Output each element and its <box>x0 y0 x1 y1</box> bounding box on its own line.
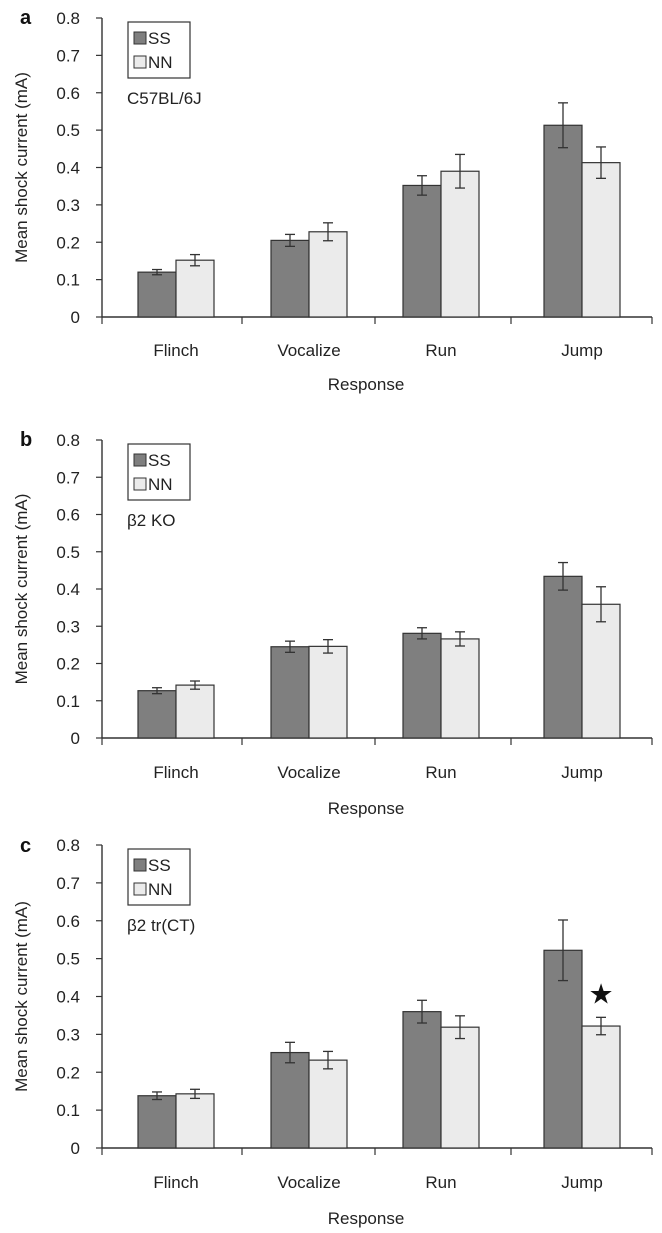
y-tick-label: 0.7 <box>56 468 80 487</box>
strain-label: β2 tr(CT) <box>127 916 195 935</box>
y-axis-title: Mean shock current (mA) <box>12 494 31 685</box>
bar-nn-flinch <box>175 259 215 318</box>
y-tick-label: 0 <box>71 1139 80 1158</box>
y-tick-label: 0 <box>71 729 80 748</box>
strain-label: β2 KO <box>127 511 176 530</box>
panel-letter: c <box>20 835 31 857</box>
legend-swatch-nn <box>133 477 147 491</box>
chart-panel-a: a 0 0.1 0.2 0.3 0.4 0.5 0.6 0.7 0.8 Mean shock cur… <box>12 7 653 394</box>
y-tick-label: 0.2 <box>56 1063 80 1082</box>
y-tick-label: 0.3 <box>56 617 80 636</box>
legend-label: NN <box>148 880 173 899</box>
bar-nn-jump <box>581 162 621 318</box>
legend-swatch-ss <box>133 31 147 45</box>
bar-nn-run <box>440 1026 480 1149</box>
bar-ss-flinch <box>137 1095 177 1149</box>
y-tick-label: 0 <box>71 308 80 327</box>
y-tick-label: 0.6 <box>56 912 80 931</box>
y-tick-label: 0.4 <box>56 988 80 1007</box>
bar-ss-vocalize <box>270 1051 310 1149</box>
y-tick-label: 0.5 <box>56 950 80 969</box>
x-tick-label: Jump <box>561 763 603 782</box>
y-tick-label: 0.3 <box>56 1025 80 1044</box>
y-axis-title: Mean shock current (mA) <box>12 72 31 263</box>
panel-letter: b <box>20 429 32 451</box>
panel-letter: a <box>20 7 32 29</box>
y-tick-label: 0.4 <box>56 159 80 178</box>
x-tick-label: Vocalize <box>277 1173 340 1192</box>
bar-nn-jump <box>581 1025 621 1149</box>
x-axis-title: Response <box>328 375 405 394</box>
legend-swatch-nn <box>133 882 147 896</box>
y-tick-label: 0.8 <box>56 836 80 855</box>
legend-box <box>127 848 191 906</box>
bar-nn-flinch <box>175 684 215 739</box>
y-tick-label: 0.2 <box>56 233 80 252</box>
legend-box <box>127 21 191 79</box>
bar-nn-flinch <box>175 1093 215 1149</box>
bar-nn-run <box>440 638 480 739</box>
bar-nn-vocalize <box>308 1059 348 1149</box>
bar-nn-jump <box>581 603 621 739</box>
x-tick-label: Flinch <box>153 1173 198 1192</box>
bar-ss-run <box>402 632 442 739</box>
y-axis-title: Mean shock current (mA) <box>12 901 31 1092</box>
y-tick-label: 0.3 <box>56 196 80 215</box>
legend-label: SS <box>148 29 171 48</box>
strain-label: C57BL/6J <box>127 89 202 108</box>
bar-ss-vocalize <box>270 239 310 318</box>
x-tick-label: Run <box>425 1173 456 1192</box>
bar-ss-jump <box>543 575 583 739</box>
significance-star: ★ <box>588 978 613 1009</box>
x-tick-label: Flinch <box>153 341 198 360</box>
y-tick-label: 0.5 <box>56 121 80 140</box>
legend-swatch-ss <box>133 453 147 467</box>
y-tick-label: 0.7 <box>56 874 80 893</box>
bar-ss-run <box>402 1011 442 1149</box>
bar-ss-run <box>402 184 442 318</box>
legend-label: NN <box>148 53 173 72</box>
chart-panel-c: c 0 0.1 0.2 0.3 0.4 0.5 0.6 0.7 0.8 Mean shock cur… <box>12 835 653 1228</box>
legend-label: NN <box>148 475 173 494</box>
y-tick-label: 0.7 <box>56 46 80 65</box>
bar-nn-run <box>440 170 480 318</box>
legend-label: SS <box>148 856 171 875</box>
y-tick-label: 0.6 <box>56 506 80 525</box>
x-tick-label: Jump <box>561 341 603 360</box>
chart-panel-b: b 0 0.1 0.2 0.3 0.4 0.5 0.6 0.7 0.8 Mean shock cur… <box>12 429 653 818</box>
bar-nn-vocalize <box>308 231 348 318</box>
x-tick-label: Jump <box>561 1173 603 1192</box>
x-tick-label: Run <box>425 763 456 782</box>
y-tick-label: 0.1 <box>56 1101 80 1120</box>
x-tick-label: Vocalize <box>277 763 340 782</box>
y-tick-label: 0.1 <box>56 692 80 711</box>
y-tick-label: 0.4 <box>56 580 80 599</box>
legend-swatch-ss <box>133 858 147 872</box>
bar-ss-flinch <box>137 690 177 739</box>
legend-swatch-nn <box>133 55 147 69</box>
y-tick-label: 0.8 <box>56 431 80 450</box>
x-tick-label: Run <box>425 341 456 360</box>
bar-nn-vocalize <box>308 645 348 739</box>
y-tick-label: 0.1 <box>56 271 80 290</box>
y-tick-label: 0.5 <box>56 543 80 562</box>
bar-ss-jump <box>543 124 583 318</box>
x-axis-title: Response <box>328 799 405 818</box>
x-tick-label: Vocalize <box>277 341 340 360</box>
bar-ss-vocalize <box>270 646 310 739</box>
y-tick-label: 0.6 <box>56 84 80 103</box>
legend-box <box>127 443 191 501</box>
y-tick-label: 0.8 <box>56 9 80 28</box>
legend-label: SS <box>148 451 171 470</box>
x-tick-label: Flinch <box>153 763 198 782</box>
bar-ss-jump <box>543 949 583 1149</box>
bar-ss-flinch <box>137 271 177 318</box>
x-axis-title: Response <box>328 1209 405 1228</box>
y-tick-label: 0.2 <box>56 655 80 674</box>
